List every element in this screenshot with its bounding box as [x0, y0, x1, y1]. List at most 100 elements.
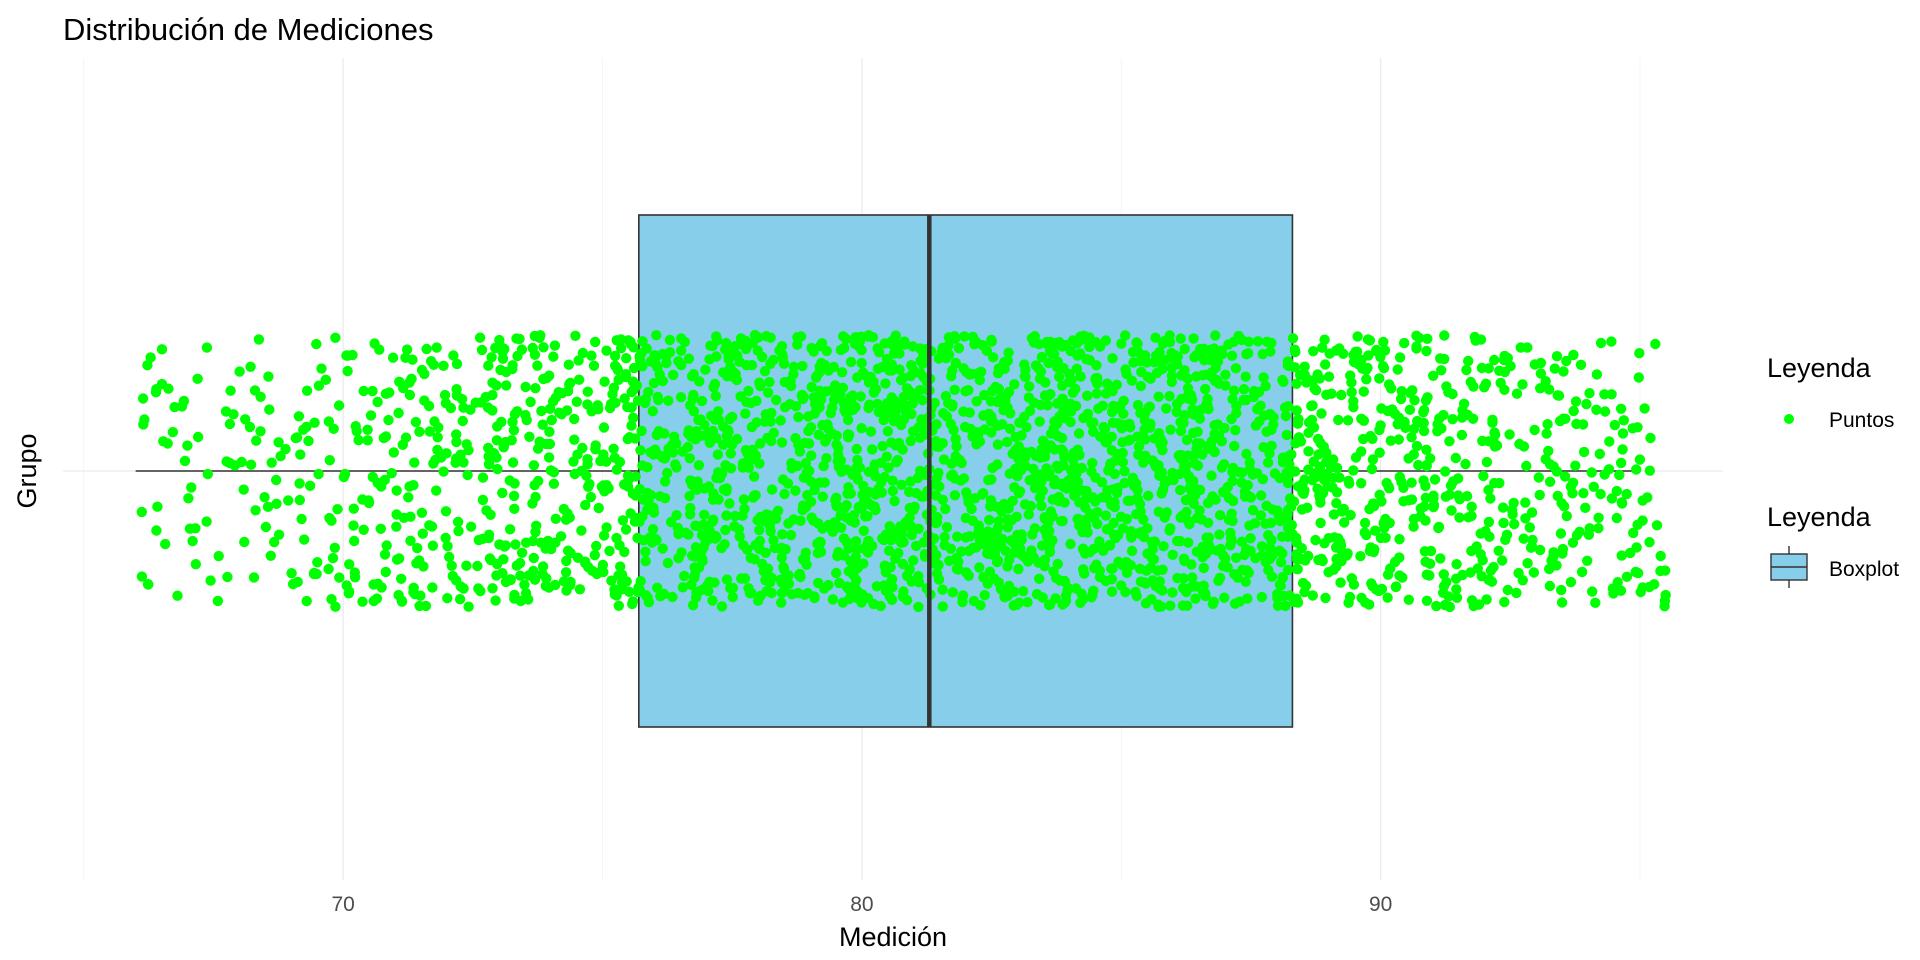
data-point	[1252, 336, 1264, 347]
data-point	[835, 510, 846, 521]
data-point	[620, 524, 632, 535]
data-point	[916, 414, 927, 425]
data-point	[1549, 363, 1561, 374]
data-point	[872, 363, 884, 374]
data-point	[939, 539, 950, 551]
data-point	[1558, 366, 1569, 377]
data-point	[1024, 475, 1035, 486]
data-point	[615, 343, 627, 354]
data-point	[1154, 465, 1165, 477]
data-point	[287, 578, 299, 590]
data-point	[1123, 435, 1134, 446]
data-point	[746, 421, 758, 433]
data-point	[863, 330, 874, 341]
data-point	[260, 521, 272, 533]
data-point	[1411, 440, 1423, 452]
data-point	[1115, 511, 1127, 522]
data-point	[821, 453, 832, 464]
data-point	[727, 342, 738, 353]
data-point	[1609, 419, 1621, 431]
data-point	[1320, 592, 1331, 604]
data-point	[1634, 454, 1646, 465]
data-point	[1541, 428, 1552, 439]
data-point	[580, 556, 591, 567]
data-point	[525, 396, 536, 408]
data-point	[907, 426, 919, 437]
data-point	[201, 516, 212, 527]
data-point	[1229, 440, 1240, 452]
data-point	[940, 503, 951, 515]
data-point	[1000, 545, 1011, 556]
data-point	[1172, 351, 1184, 362]
data-point	[1344, 478, 1355, 489]
data-point	[487, 377, 498, 388]
data-point	[1167, 549, 1178, 560]
data-point	[1356, 478, 1367, 489]
data-point	[867, 444, 878, 455]
data-point	[391, 485, 402, 496]
data-point	[380, 431, 392, 442]
data-point	[617, 515, 629, 526]
data-point	[1058, 446, 1069, 458]
data-point	[1615, 585, 1627, 596]
data-point	[883, 545, 895, 556]
data-point	[1168, 474, 1179, 486]
data-point	[1128, 480, 1140, 491]
data-point	[1022, 597, 1033, 608]
data-point	[686, 579, 697, 590]
data-point	[961, 366, 972, 378]
data-point	[1438, 569, 1450, 580]
data-point	[486, 352, 497, 363]
data-point	[881, 353, 893, 365]
data-point	[1478, 470, 1489, 482]
data-point	[1451, 592, 1463, 603]
data-point	[1300, 555, 1311, 566]
data-point	[1195, 438, 1206, 449]
data-point	[1264, 408, 1276, 420]
data-point	[1164, 337, 1176, 348]
data-point	[483, 529, 495, 540]
data-point	[1133, 449, 1144, 460]
data-point	[1132, 338, 1143, 349]
data-point	[344, 586, 355, 597]
data-point	[887, 475, 898, 486]
data-point	[1099, 423, 1111, 434]
data-point	[1106, 406, 1118, 418]
data-point	[1361, 529, 1372, 541]
data-point	[224, 457, 236, 469]
data-point	[700, 537, 711, 548]
data-point	[1435, 553, 1446, 564]
data-point	[790, 485, 801, 496]
data-point	[958, 473, 970, 484]
data-point	[1256, 541, 1268, 552]
data-point	[798, 472, 810, 483]
data-point	[1385, 435, 1397, 446]
data-point	[515, 595, 526, 607]
data-point	[404, 389, 416, 401]
data-point	[718, 439, 729, 450]
data-point	[1019, 452, 1031, 463]
data-point	[1002, 355, 1013, 366]
data-point	[1542, 419, 1553, 430]
data-point	[1394, 352, 1406, 363]
data-point	[906, 408, 917, 420]
data-point	[560, 514, 572, 525]
data-point	[259, 492, 270, 503]
data-point	[780, 544, 791, 555]
data-point	[1557, 543, 1569, 555]
data-point	[1535, 383, 1546, 394]
data-point	[1039, 561, 1050, 572]
data-point	[1255, 490, 1267, 501]
data-point	[490, 595, 501, 606]
data-point	[894, 364, 905, 375]
data-point	[1222, 562, 1233, 573]
data-point	[403, 492, 414, 503]
data-point	[699, 509, 710, 520]
data-point	[1513, 567, 1524, 579]
data-point	[1567, 537, 1579, 548]
data-point	[1358, 386, 1370, 397]
data-point	[930, 441, 942, 452]
data-point	[771, 394, 782, 406]
data-point	[266, 457, 277, 468]
